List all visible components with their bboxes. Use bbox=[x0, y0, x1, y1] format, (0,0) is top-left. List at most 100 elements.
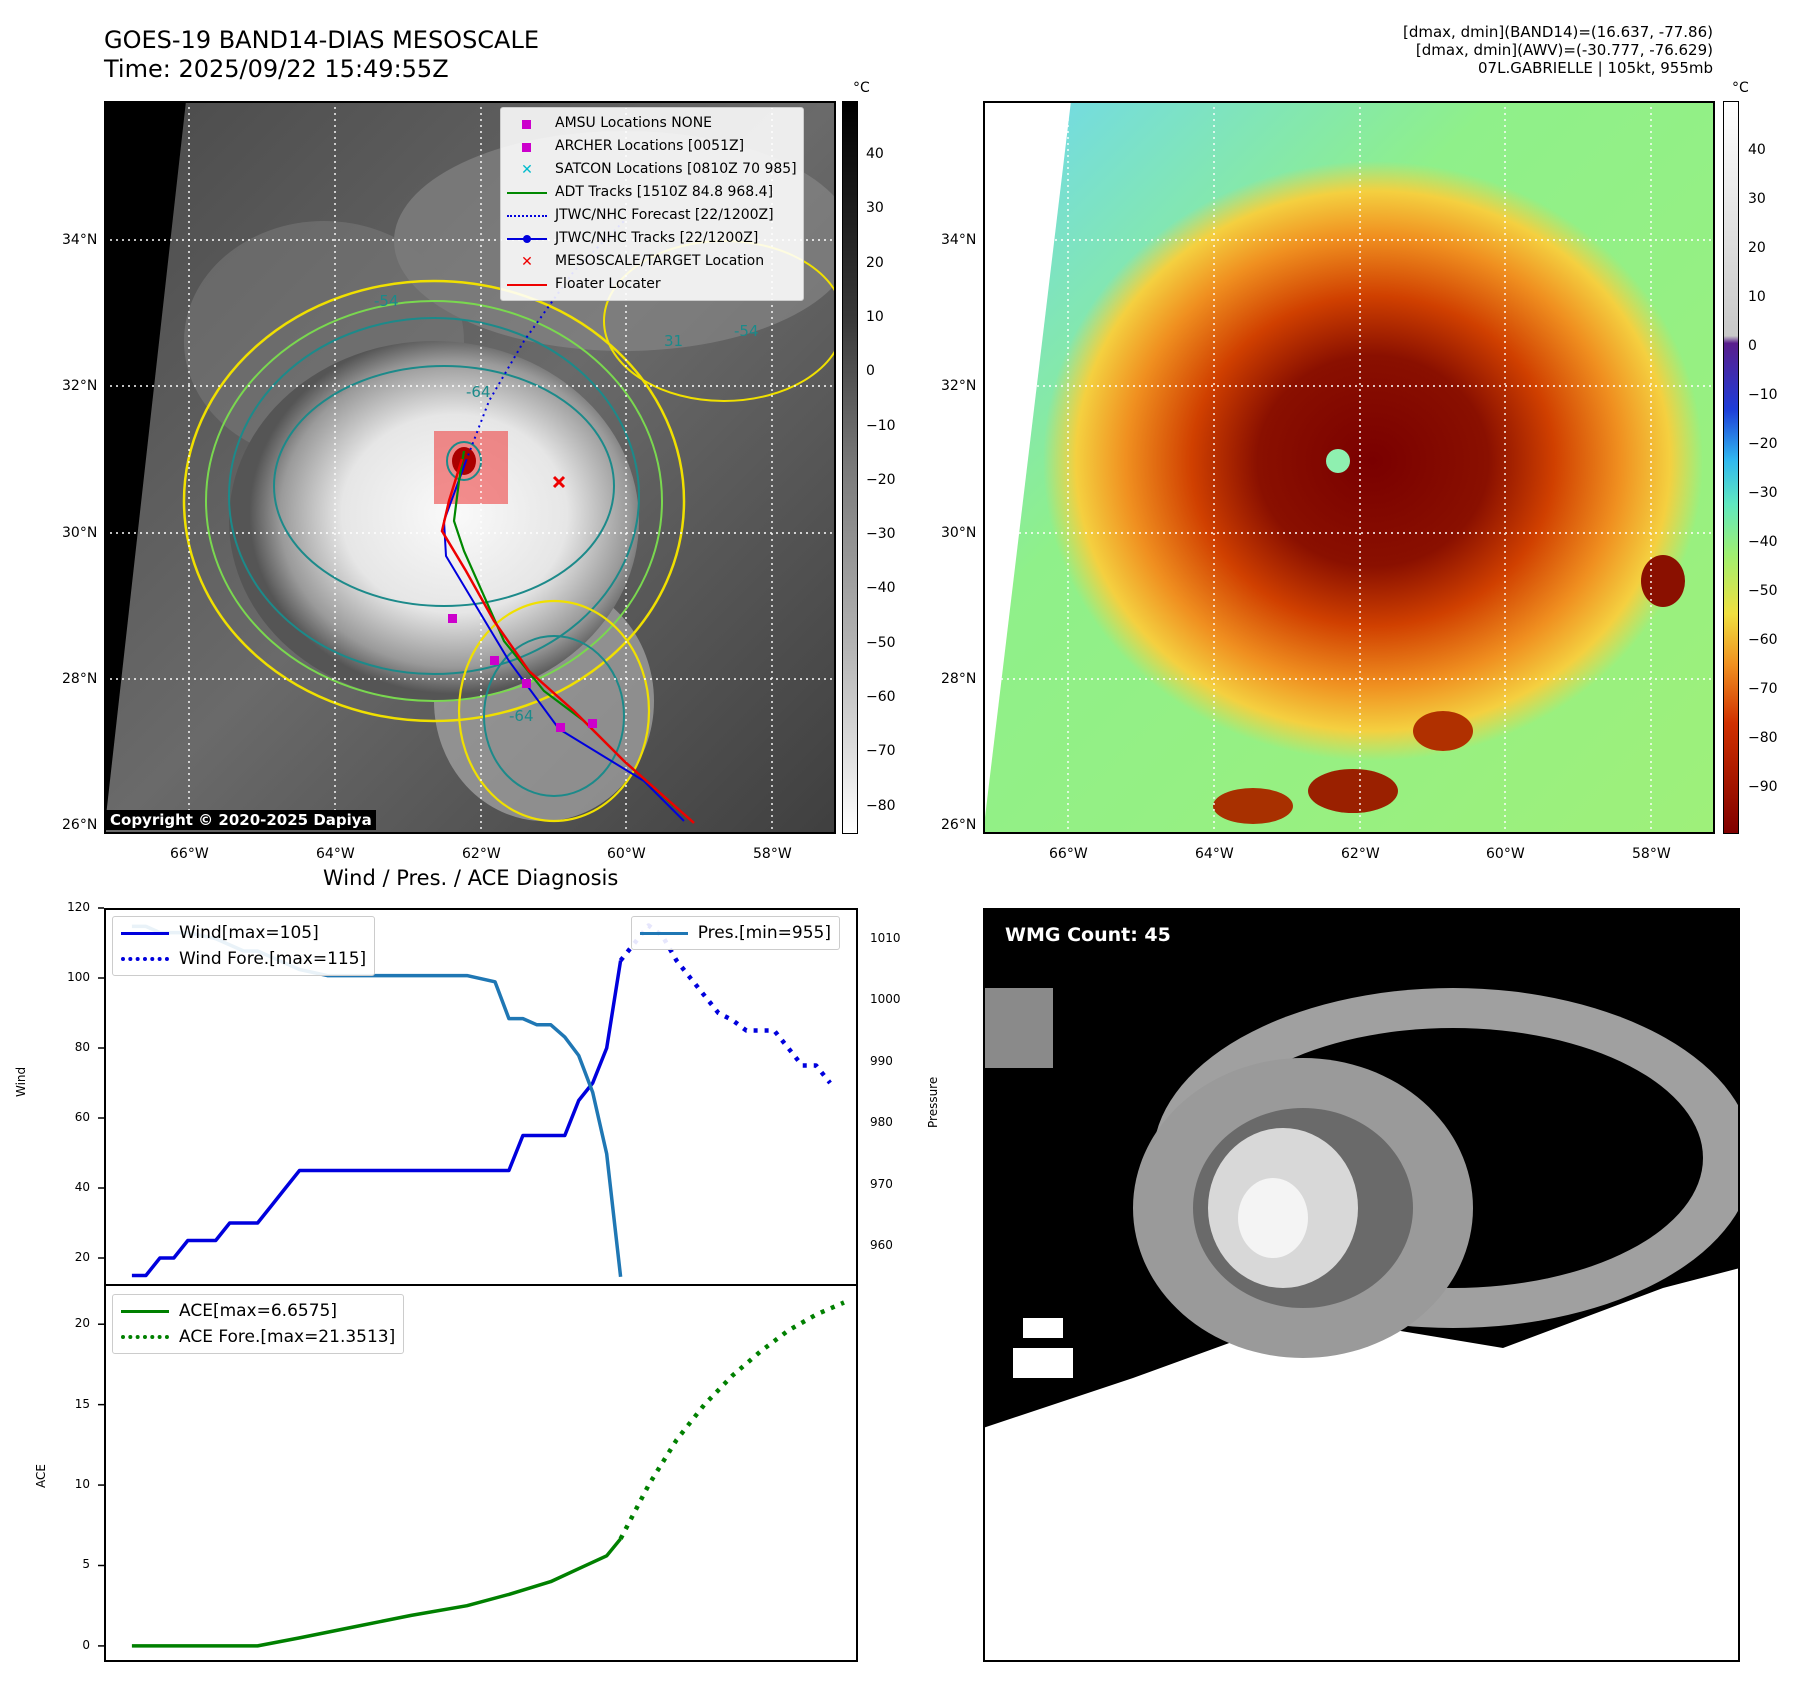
figure-title: GOES-19 BAND14-DIAS MESOSCALE Time: 2025… bbox=[104, 26, 539, 84]
lat-label: 28°N bbox=[941, 671, 977, 687]
legend-item-archer: ARCHER Locations [0051Z] bbox=[507, 135, 797, 158]
lat-label: 34°N bbox=[941, 232, 977, 248]
legend-item-target: ✕ MESOSCALE/TARGET Location bbox=[507, 250, 797, 273]
grey-colorbar-tick: −20 bbox=[866, 471, 896, 488]
copyright-label: Copyright © 2020-2025 Dapiya bbox=[106, 810, 376, 830]
ace-svg bbox=[98, 1300, 845, 1648]
awv-colorbar-tick: −50 bbox=[1748, 583, 1778, 599]
wmg-image bbox=[983, 908, 1740, 1662]
dotted-line-icon bbox=[507, 208, 547, 224]
line-icon bbox=[121, 1304, 169, 1318]
ir-map-frame bbox=[104, 101, 836, 834]
lat-label: 30°N bbox=[62, 525, 98, 541]
legend-label: JTWC/NHC Forecast [22/1200Z] bbox=[555, 207, 774, 223]
legend-item-ace: ACE[max=6.6575] bbox=[121, 1298, 395, 1324]
lon-label: 64°W bbox=[1195, 846, 1234, 862]
awv-colorbar bbox=[1723, 101, 1739, 834]
legend-item-amsu: AMSU Locations NONE bbox=[507, 112, 797, 135]
lon-label: 66°W bbox=[170, 846, 209, 862]
lat-label: 34°N bbox=[62, 232, 98, 248]
awv-colorbar-tick: 20 bbox=[1748, 240, 1766, 256]
map-gridlines bbox=[104, 101, 836, 834]
ace-axis-label: ACE bbox=[34, 1464, 48, 1488]
x-marker-icon: ✕ bbox=[521, 161, 533, 178]
ace-legend: ACE[max=6.6575] ACE Fore.[max=21.3513] bbox=[112, 1294, 405, 1354]
legend-item-adt: ADT Tracks [1510Z 84.8 968.4] bbox=[507, 181, 797, 204]
ir-map-panel: -64 -54 -64 -54 31 Copyright © 2020-2025… bbox=[104, 101, 836, 834]
line-dot-icon bbox=[507, 231, 547, 247]
info-line-2: [dmax, dmin](AWV)=(-30.777, -76.629) bbox=[1415, 41, 1713, 59]
wmg-panel: WMG Count: 45 bbox=[983, 908, 1740, 1662]
legend-label: ARCHER Locations [0051Z] bbox=[555, 138, 745, 154]
legend-label: ACE[max=6.6575] bbox=[179, 1301, 337, 1321]
legend-item-satcon: ✕ SATCON Locations [0810Z 70 985] bbox=[507, 158, 797, 181]
grey-colorbar-tick: −10 bbox=[866, 417, 896, 434]
series-line-0 bbox=[131, 960, 623, 1278]
grey-colorbar-tick: 20 bbox=[866, 254, 884, 271]
lat-label: 30°N bbox=[941, 525, 977, 541]
floater-track bbox=[440, 458, 695, 824]
awv-map-panel bbox=[983, 101, 1715, 834]
lon-label: 62°W bbox=[1341, 846, 1380, 862]
y2-tick-label: 1010 bbox=[870, 930, 901, 945]
x-marker-icon: ✕ bbox=[521, 253, 533, 270]
lat-label: 28°N bbox=[62, 671, 98, 687]
dotted-line-icon bbox=[121, 952, 169, 966]
wmg-count-badge: WMG Count: 45 bbox=[997, 922, 1179, 948]
map-legend: AMSU Locations NONE ARCHER Locations [00… bbox=[500, 107, 804, 301]
lon-label: 60°W bbox=[1486, 846, 1525, 862]
title-line-1: GOES-19 BAND14-DIAS MESOSCALE bbox=[104, 26, 540, 54]
legend-item-ace-forecast: ACE Fore.[max=21.3513] bbox=[121, 1324, 395, 1350]
lat-label: 26°N bbox=[941, 817, 977, 833]
lat-label: 32°N bbox=[941, 378, 977, 394]
title-line-2: Time: 2025/09/22 15:49:55Z bbox=[104, 55, 449, 83]
line-icon bbox=[507, 185, 547, 201]
awv-colorbar-tick: −70 bbox=[1748, 681, 1778, 697]
line-icon bbox=[121, 926, 169, 940]
legend-label: ADT Tracks [1510Z 84.8 968.4] bbox=[555, 184, 774, 200]
diagnosis-title: Wind / Pres. / ACE Diagnosis bbox=[323, 866, 619, 890]
legend-item-tracks: JTWC/NHC Tracks [22/1200Z] bbox=[507, 227, 797, 250]
target-marker bbox=[552, 475, 566, 489]
info-line-1: [dmax, dmin](BAND14)=(16.637, -77.86) bbox=[1402, 23, 1713, 41]
legend-item-wind-forecast: Wind Fore.[max=115] bbox=[121, 946, 366, 972]
lat-label: 32°N bbox=[62, 378, 98, 394]
series-line-1 bbox=[618, 923, 832, 1085]
grey-colorbar bbox=[842, 101, 858, 834]
square-marker-icon bbox=[507, 116, 547, 132]
y-tick-label: 5 bbox=[82, 1557, 90, 1572]
legend-label: ACE Fore.[max=21.3513] bbox=[179, 1327, 396, 1347]
y2-tick-label: 1000 bbox=[870, 992, 901, 1007]
info-line-3: 07L.GABRIELLE | 105kt, 955mb bbox=[1478, 59, 1713, 77]
awv-colorbar-tick: 40 bbox=[1748, 142, 1766, 158]
awv-colorbar-tick: −80 bbox=[1748, 730, 1778, 746]
grey-colorbar-tick: −60 bbox=[866, 689, 896, 705]
y2-tick-label: 960 bbox=[870, 1238, 893, 1253]
grey-colorbar-tick: −70 bbox=[866, 743, 896, 760]
series-line-1 bbox=[618, 1300, 845, 1540]
grey-colorbar-tick: −40 bbox=[866, 580, 896, 597]
legend-label: Wind[max=105] bbox=[179, 923, 319, 943]
awv-colorbar-tick: −90 bbox=[1748, 779, 1778, 795]
awv-colorbar-tick: −60 bbox=[1748, 632, 1778, 648]
y2-tick-label: 980 bbox=[870, 1115, 893, 1130]
contour-label-e: 31 bbox=[664, 332, 683, 350]
grey-colorbar-tick: −50 bbox=[866, 634, 896, 651]
y-tick-label: 40 bbox=[74, 1180, 90, 1194]
grey-colorbar-tick: 0 bbox=[866, 363, 875, 380]
grey-colorbar-tick: 40 bbox=[866, 146, 884, 162]
legend-item-floater: Floater Locater bbox=[507, 273, 797, 296]
awv-gridlines bbox=[983, 101, 1715, 834]
y-tick-label: 80 bbox=[74, 1040, 90, 1054]
contour-label-a: -64 bbox=[466, 383, 491, 401]
awv-colorbar-tick: −10 bbox=[1748, 387, 1778, 403]
line-icon bbox=[639, 926, 688, 940]
contour-label-d: -54 bbox=[374, 292, 399, 310]
legend-label: AMSU Locations NONE bbox=[555, 115, 713, 131]
contour-label-c: -64 bbox=[509, 707, 534, 725]
awv-colorbar-tick: −30 bbox=[1748, 485, 1778, 501]
awv-map-frame bbox=[983, 101, 1715, 834]
y-tick-label: 0 bbox=[82, 1637, 90, 1652]
y-tick-label: 10 bbox=[74, 1477, 90, 1492]
grey-colorbar-tick: −30 bbox=[866, 526, 896, 543]
